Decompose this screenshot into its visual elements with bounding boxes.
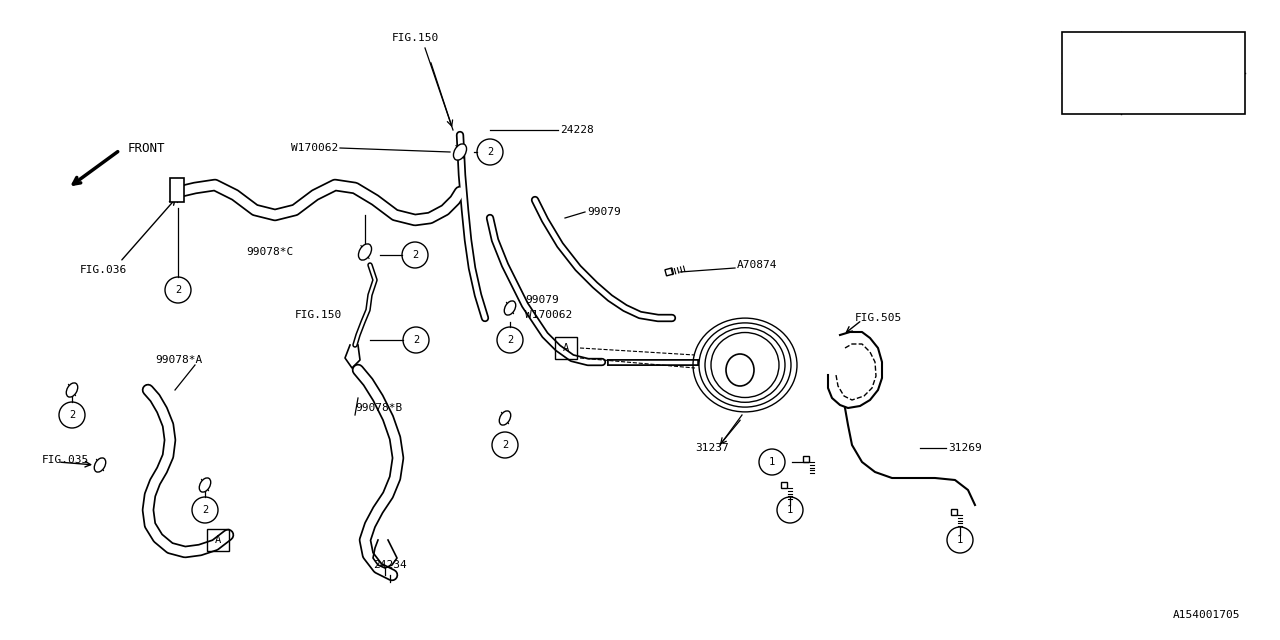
Text: A70839: A70839 [1132, 47, 1176, 61]
Ellipse shape [67, 383, 78, 397]
Text: 2: 2 [1088, 87, 1094, 97]
Ellipse shape [200, 478, 211, 492]
Text: 99078*C: 99078*C [246, 247, 293, 257]
Text: 31269: 31269 [948, 443, 982, 453]
Text: A70874: A70874 [737, 260, 777, 270]
Text: 99078*B: 99078*B [355, 403, 402, 413]
Ellipse shape [358, 244, 371, 260]
Ellipse shape [504, 301, 516, 315]
Bar [556, 337, 577, 359]
Text: 2: 2 [486, 147, 493, 157]
Bar [207, 529, 229, 551]
Text: 1: 1 [769, 457, 776, 467]
Ellipse shape [453, 144, 466, 160]
Text: 99078*A: 99078*A [155, 355, 202, 365]
Text: 2: 2 [175, 285, 182, 295]
Text: 2: 2 [507, 335, 513, 345]
Text: A154001705: A154001705 [1172, 610, 1240, 620]
Text: FIG.150: FIG.150 [294, 310, 342, 320]
Ellipse shape [95, 458, 106, 472]
Bar [804, 456, 809, 462]
Text: FIG.505: FIG.505 [855, 313, 902, 323]
Text: 99079: 99079 [525, 295, 559, 305]
Text: FIG.035: FIG.035 [42, 455, 90, 465]
Bar [170, 178, 184, 202]
Text: F91916: F91916 [1132, 85, 1176, 99]
Bar [951, 509, 957, 515]
Text: 24234: 24234 [374, 560, 407, 570]
Text: FRONT: FRONT [128, 141, 165, 154]
Bar [1062, 32, 1245, 114]
Text: 2: 2 [413, 335, 419, 345]
Text: W170062: W170062 [525, 310, 572, 320]
Text: FIG.036: FIG.036 [81, 265, 127, 275]
Text: A: A [215, 535, 221, 545]
Text: 2: 2 [202, 505, 209, 515]
Text: 1: 1 [1088, 49, 1094, 59]
Text: 2: 2 [412, 250, 419, 260]
Bar [664, 268, 673, 276]
Text: 24228: 24228 [561, 125, 594, 135]
Bar [781, 482, 787, 488]
Text: FIG.150: FIG.150 [392, 33, 439, 43]
Text: 1: 1 [957, 535, 963, 545]
Text: 2: 2 [69, 410, 76, 420]
Text: 31237: 31237 [695, 443, 728, 453]
Text: 99079: 99079 [588, 207, 621, 217]
Text: A: A [563, 343, 570, 353]
Text: W170062: W170062 [291, 143, 338, 153]
Text: 1: 1 [787, 505, 794, 515]
Text: 2: 2 [502, 440, 508, 450]
Ellipse shape [499, 411, 511, 425]
